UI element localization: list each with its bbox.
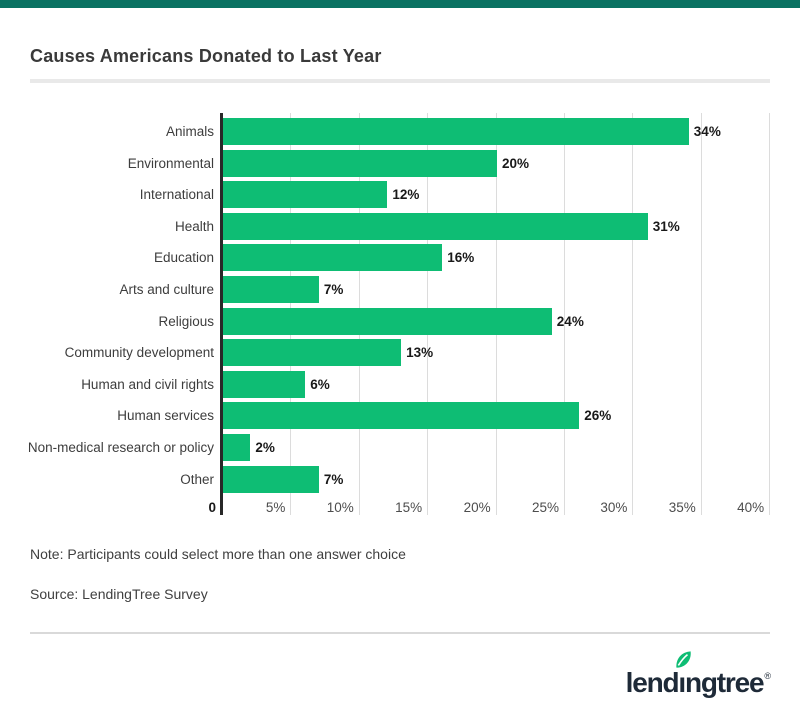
- category-label: Health: [174, 218, 214, 234]
- source-text: Source: LendingTree Survey: [30, 586, 208, 602]
- category-label: Human and civil rights: [81, 376, 214, 392]
- bar: [223, 370, 306, 398]
- x-tick-label: 10%: [326, 500, 354, 515]
- x-tick-label: 25%: [531, 500, 559, 515]
- chart-title: Causes Americans Donated to Last Year: [30, 46, 382, 66]
- lendingtree-logo: lendıngtree®: [625, 649, 771, 707]
- value-label: 26%: [584, 408, 612, 424]
- gridline: [564, 113, 565, 515]
- leaf-icon: [676, 651, 691, 668]
- value-label: 12%: [392, 187, 420, 203]
- x-tick-label: 40%: [737, 500, 765, 515]
- category-label: Environmental: [127, 155, 214, 171]
- bar: [223, 118, 689, 145]
- category-label: Non-medical research or policy: [27, 440, 214, 455]
- top-accent-strip: [0, 0, 800, 8]
- value-label: 16%: [447, 250, 475, 266]
- x-tick-label: 30%: [600, 500, 628, 515]
- bar: [223, 244, 443, 272]
- value-label: 24%: [556, 313, 584, 329]
- bar: [223, 434, 251, 461]
- bar: [223, 212, 648, 240]
- x-tick-label: 0: [208, 500, 216, 515]
- note-text: Note: Participants could select more tha…: [30, 546, 406, 562]
- x-tick-label: 35%: [668, 500, 696, 515]
- category-label: International: [139, 187, 214, 203]
- gridline: [769, 113, 771, 515]
- value-label: 34%: [693, 124, 721, 139]
- category-label: Religious: [158, 313, 214, 329]
- value-label: 2%: [255, 440, 275, 455]
- category-label: Education: [153, 250, 214, 266]
- x-tick-label: 15%: [395, 500, 423, 515]
- value-label: 20%: [502, 155, 530, 171]
- bar: [223, 402, 580, 430]
- category-label: Community development: [64, 345, 214, 361]
- category-label: Animals: [165, 124, 214, 139]
- bar: [223, 307, 552, 335]
- gridline: [632, 113, 634, 515]
- y-axis-line: [219, 113, 223, 515]
- value-label: 31%: [652, 218, 680, 234]
- footer-divider: [30, 632, 770, 634]
- logo-wordmark: lendıngtree®: [625, 667, 771, 704]
- bar: [223, 149, 497, 177]
- category-label: Human services: [117, 408, 214, 424]
- value-label: 6%: [310, 376, 330, 392]
- x-tick-label: 5%: [265, 500, 286, 515]
- logo-text: lendıngtree: [625, 667, 765, 698]
- bar: [223, 181, 388, 209]
- value-label: 13%: [406, 345, 434, 361]
- value-label: 7%: [323, 471, 344, 487]
- bar-chart: Animals 34% Environmental 20% International 1…: [0, 113, 800, 519]
- bar: [223, 339, 402, 367]
- bar: [223, 465, 319, 493]
- category-label: Arts and culture: [119, 282, 214, 297]
- category-label: Other: [180, 471, 214, 487]
- title-divider: [30, 79, 770, 83]
- value-label: 7%: [323, 282, 344, 297]
- gridline: [700, 113, 702, 515]
- x-tick-label: 20%: [463, 500, 491, 515]
- bar: [223, 276, 319, 303]
- registered-mark-icon: ®: [764, 671, 771, 681]
